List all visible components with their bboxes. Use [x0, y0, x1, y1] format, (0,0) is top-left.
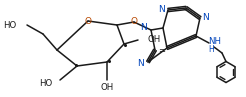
Text: OH: OH [148, 35, 161, 43]
Text: N: N [202, 13, 209, 22]
Text: O: O [84, 16, 92, 26]
Text: O: O [130, 17, 138, 26]
Text: HO: HO [39, 80, 53, 88]
Text: N: N [137, 59, 144, 68]
Text: H: H [208, 45, 214, 54]
Text: N: N [140, 23, 147, 32]
Text: HO: HO [3, 20, 17, 29]
Text: OH: OH [100, 83, 114, 91]
Text: =: = [158, 46, 165, 55]
Text: N: N [158, 4, 165, 13]
Text: NH: NH [208, 38, 221, 46]
